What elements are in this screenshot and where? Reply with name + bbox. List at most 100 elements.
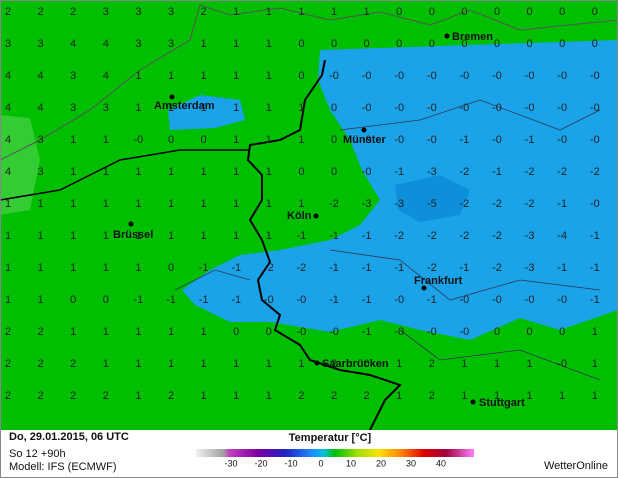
grid-value: -0: [460, 326, 470, 338]
grid-value: 1: [135, 198, 141, 210]
grid-value: 1: [298, 134, 304, 146]
grid-value: 1: [364, 6, 370, 18]
grid-value: 1: [266, 6, 272, 18]
city-dot: [313, 213, 319, 219]
grid-value: 1: [70, 198, 76, 210]
grid-value: 1: [168, 230, 174, 242]
grid-value: 4: [5, 102, 11, 114]
grid-value: -2: [460, 198, 470, 210]
grid-value: 1: [201, 230, 207, 242]
grid-value: -5: [427, 198, 437, 210]
grid-value: 3: [135, 6, 141, 18]
grid-value: 1: [461, 390, 467, 402]
grid-value: 3: [5, 38, 11, 50]
grid-value: -0: [394, 134, 404, 146]
legend-tick-label: 0: [318, 458, 323, 468]
legend-tick-label: 40: [436, 458, 446, 468]
legend-tick-label: 10: [346, 458, 356, 468]
grid-value: -0: [329, 326, 339, 338]
grid-value: 2: [168, 390, 174, 402]
grid-value: 3: [135, 38, 141, 50]
grid-value: 1: [201, 198, 207, 210]
grid-value: 0: [168, 134, 174, 146]
grid-value: 1: [396, 390, 402, 402]
grid-value: -1: [394, 166, 404, 178]
grid-value: 3: [70, 102, 76, 114]
grid-value: -0: [134, 134, 144, 146]
grid-value: 1: [527, 358, 533, 370]
grid-value: -0: [557, 102, 567, 114]
grid-value: 3: [38, 38, 44, 50]
city-label: Amsterdam: [154, 100, 215, 112]
grid-value: 2: [70, 358, 76, 370]
grid-value: 1: [103, 166, 109, 178]
grid-value: 3: [168, 6, 174, 18]
grid-value: 1: [103, 134, 109, 146]
color-bar: [196, 449, 474, 457]
grid-value: 1: [103, 198, 109, 210]
grid-value: -1: [525, 134, 535, 146]
grid-value: -0: [590, 198, 600, 210]
grid-value: 0: [331, 102, 337, 114]
grid-value: 2: [70, 390, 76, 402]
grid-value: 1: [233, 166, 239, 178]
grid-value: 1: [135, 326, 141, 338]
grid-value: 0: [298, 70, 304, 82]
grid-value: -4: [557, 230, 567, 242]
grid-value: 4: [103, 38, 109, 50]
colder-area: [395, 175, 470, 222]
grid-value: -3: [362, 198, 372, 210]
grid-value: -2: [525, 166, 535, 178]
grid-value: -0: [492, 70, 502, 82]
grid-value: 4: [5, 166, 11, 178]
grid-value: 0: [429, 38, 435, 50]
grid-value: -2: [394, 230, 404, 242]
grid-value: 4: [38, 102, 44, 114]
grid-value: -2: [297, 262, 307, 274]
grid-value: -3: [427, 166, 437, 178]
grid-value: 4: [70, 38, 76, 50]
legend-title: Temperatur [°C]: [289, 432, 372, 444]
grid-value: 0: [103, 294, 109, 306]
legend-tick-label: -20: [254, 458, 267, 468]
city-dot: [470, 399, 476, 405]
grid-value: -0: [394, 326, 404, 338]
grid-value: -1: [166, 294, 176, 306]
grid-value: 1: [70, 326, 76, 338]
grid-value: -0: [362, 70, 372, 82]
grid-value: 3: [103, 6, 109, 18]
city-label: Saarbrücken: [322, 358, 389, 370]
grid-value: -0: [590, 102, 600, 114]
city-dot: [169, 94, 175, 100]
grid-value: -0: [492, 134, 502, 146]
grid-value: 1: [266, 198, 272, 210]
grid-value: -1: [329, 294, 339, 306]
grid-value: -0: [427, 102, 437, 114]
city-dot: [361, 127, 367, 133]
grid-value: 1: [168, 166, 174, 178]
grid-value: 1: [135, 358, 141, 370]
grid-value: 1: [168, 326, 174, 338]
grid-value: 1: [396, 358, 402, 370]
city-dot: [421, 285, 427, 291]
grid-value: 1: [38, 262, 44, 274]
grid-value: 1: [461, 358, 467, 370]
grid-value: 1: [103, 262, 109, 274]
grid-value: 0: [396, 6, 402, 18]
grid-value: 1: [298, 102, 304, 114]
grid-value: 0: [298, 166, 304, 178]
grid-value: -2: [460, 230, 470, 242]
grid-value: -0: [525, 294, 535, 306]
grid-value: -1: [199, 262, 209, 274]
grid-value: 1: [266, 38, 272, 50]
grid-value: 1: [70, 166, 76, 178]
grid-value: 3: [70, 70, 76, 82]
city-dot: [444, 33, 450, 39]
date: Do, 29.01.2015, 06 UTC: [9, 431, 129, 443]
grid-value: -0: [492, 102, 502, 114]
grid-value: 1: [233, 230, 239, 242]
grid-value: -1: [134, 294, 144, 306]
coastline: [0, 4, 201, 161]
city-label: Brüssel: [113, 229, 153, 241]
grid-value: 0: [201, 134, 207, 146]
